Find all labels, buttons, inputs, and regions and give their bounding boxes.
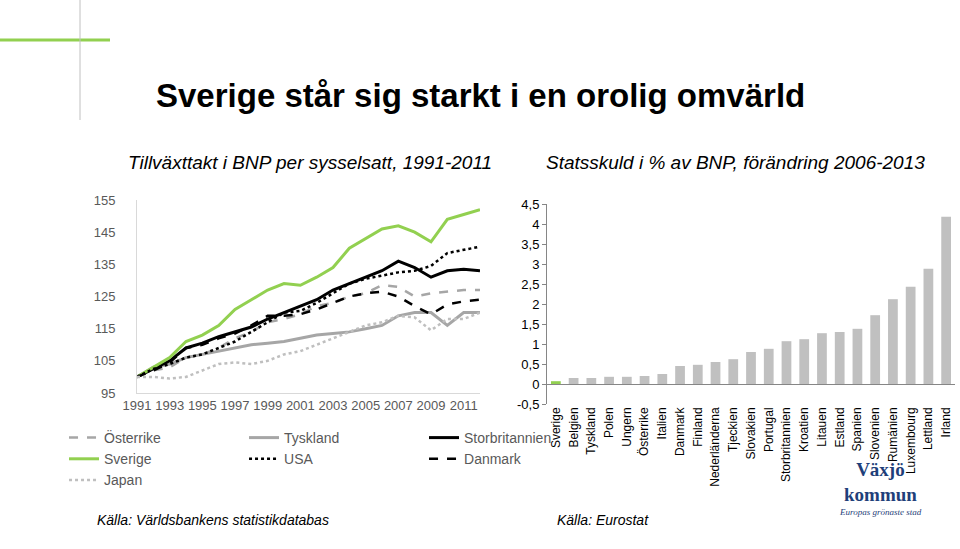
svg-text:155: 155: [94, 193, 116, 208]
svg-text:4: 4: [532, 217, 539, 232]
svg-text:2007: 2007: [384, 398, 413, 413]
svg-text:USA: USA: [284, 451, 313, 467]
svg-text:Belgien: Belgien: [567, 407, 581, 447]
svg-text:Danmark: Danmark: [464, 451, 522, 467]
svg-text:Estland: Estland: [833, 407, 847, 447]
svg-text:Litauen: Litauen: [815, 407, 829, 446]
svg-text:Ungern: Ungern: [620, 407, 634, 446]
svg-text:Österrike: Österrike: [637, 407, 651, 456]
svg-text:Statsskuld i % av BNP, förändr: Statsskuld i % av BNP, förändring 2006-2…: [546, 152, 925, 173]
svg-text:Sverige: Sverige: [548, 407, 563, 449]
svg-text:Österrike: Österrike: [104, 429, 161, 446]
svg-text:1999: 1999: [253, 398, 282, 413]
svg-text:145: 145: [94, 225, 116, 240]
svg-text:95: 95: [101, 386, 115, 401]
svg-text:2009: 2009: [417, 398, 446, 413]
svg-text:Danmark: Danmark: [673, 406, 687, 456]
svg-text:115: 115: [95, 321, 116, 336]
svg-text:Portugal: Portugal: [762, 407, 776, 452]
svg-text:Rumänien: Rumänien: [886, 407, 900, 462]
svg-text:Kroatien: Kroatien: [797, 407, 811, 452]
svg-text:2011: 2011: [450, 398, 478, 413]
svg-text:2001: 2001: [286, 398, 315, 413]
svg-text:135: 135: [94, 257, 116, 272]
svg-text:105: 105: [94, 353, 116, 368]
svg-text:Storbritannien: Storbritannien: [464, 430, 551, 446]
svg-text:1,5: 1,5: [521, 317, 539, 332]
svg-text:Källa: Världsbankens statistik: Källa: Världsbankens statistikdatabas: [97, 512, 329, 528]
svg-text:Polen: Polen: [602, 407, 616, 438]
svg-text:-0,5: -0,5: [517, 397, 539, 412]
svg-text:1993: 1993: [155, 398, 184, 413]
svg-text:3,5: 3,5: [521, 237, 539, 252]
svg-text:2005: 2005: [351, 398, 380, 413]
svg-text:2: 2: [532, 297, 539, 312]
svg-text:Tyskland: Tyskland: [584, 407, 598, 454]
svg-text:Luxembourg: Luxembourg: [904, 407, 918, 474]
svg-text:Tyskland: Tyskland: [284, 430, 339, 446]
svg-text:3: 3: [532, 257, 539, 272]
svg-text:Sverige står sig starkt i en o: Sverige står sig starkt i en orolig omvä…: [156, 77, 805, 114]
svg-text:Nederländerna: Nederländerna: [708, 407, 722, 487]
svg-text:Storbritannien: Storbritannien: [779, 407, 793, 482]
svg-text:Italien: Italien: [655, 407, 669, 439]
svg-text:Slovenien: Slovenien: [868, 407, 882, 460]
svg-text:4,5: 4,5: [521, 197, 539, 212]
svg-text:Sverige: Sverige: [104, 451, 152, 467]
svg-text:2,5: 2,5: [521, 277, 539, 292]
svg-text:125: 125: [94, 289, 116, 304]
svg-text:1: 1: [532, 337, 539, 352]
svg-text:Källa: Eurostat: Källa: Eurostat: [557, 512, 649, 528]
svg-text:1995: 1995: [188, 398, 217, 413]
svg-text:Finland: Finland: [691, 407, 705, 446]
svg-text:Tjeckien: Tjeckien: [726, 407, 740, 452]
svg-text:Irland: Irland: [939, 407, 953, 437]
svg-text:Lettland: Lettland: [921, 407, 935, 450]
svg-text:1991: 1991: [123, 398, 152, 413]
svg-text:0,5: 0,5: [521, 357, 539, 372]
svg-text:2003: 2003: [319, 398, 348, 413]
svg-text:Växjökommun: Växjökommun: [844, 459, 917, 505]
svg-text:Slovakien: Slovakien: [744, 407, 758, 459]
svg-text:Europas grönaste stad: Europas grönaste stad: [839, 507, 922, 517]
svg-text:Tillväxttakt i BNP per syssels: Tillväxttakt i BNP per sysselsatt, 1991-…: [128, 152, 492, 173]
svg-text:1997: 1997: [221, 398, 250, 413]
svg-text:Spanien: Spanien: [850, 407, 864, 451]
svg-text:Japan: Japan: [104, 472, 142, 488]
svg-text:0: 0: [532, 377, 539, 392]
